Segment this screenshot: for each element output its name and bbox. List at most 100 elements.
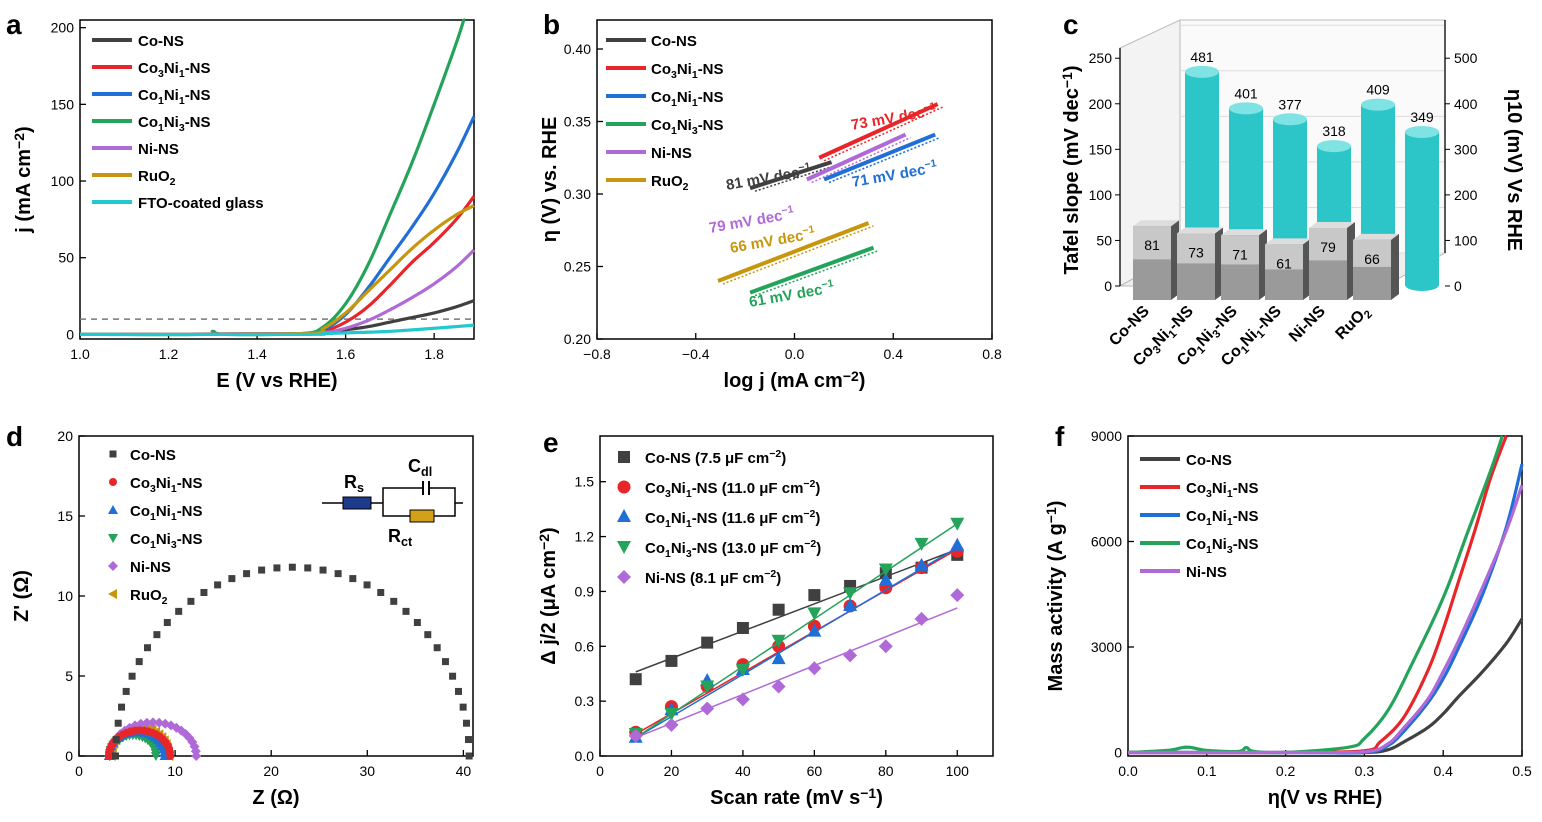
y-tick-label: 150 (1089, 141, 1113, 157)
data-marker (465, 752, 473, 760)
data-marker (135, 718, 146, 729)
data-marker (878, 572, 893, 586)
y2-tick-label: 200 (1454, 187, 1478, 203)
legend-entry: Co3Ni1-NS (1186, 480, 1259, 500)
bar-value-label: 401 (1234, 85, 1258, 101)
y-tick-label: 50 (1096, 232, 1112, 248)
box-front-highlight (1177, 233, 1215, 264)
data-marker (166, 752, 175, 760)
y-tick-label: 250 (1089, 50, 1113, 66)
x-axis-label: log j (mA cm−2) (724, 368, 866, 392)
box-bar (1309, 222, 1355, 300)
y-tick-label: 10 (57, 588, 73, 604)
series-line (1127, 484, 1524, 755)
bar-value-label: 409 (1366, 82, 1390, 98)
y-tick-label: 9000 (1091, 428, 1122, 444)
series-line (79, 248, 476, 336)
y-tick-label: 0.35 (564, 114, 591, 130)
box-side (1391, 233, 1399, 300)
data-line (818, 102, 939, 160)
x-tick-label: 0.5 (1512, 763, 1532, 779)
y-tick-label: 0.30 (564, 186, 591, 202)
data-marker (454, 687, 462, 695)
data-line (749, 160, 833, 191)
category-label: Co-NS (1106, 303, 1153, 350)
x-tick-label: 0 (596, 763, 604, 779)
x-tick-label: 1.8 (424, 346, 444, 362)
x-tick-label: 20 (263, 763, 279, 779)
series-line (79, 195, 476, 336)
data-marker (304, 564, 312, 572)
box-top (1265, 238, 1311, 245)
data-line (717, 221, 870, 283)
data-marker (108, 505, 118, 514)
data-marker (175, 607, 183, 615)
data-marker (664, 717, 679, 732)
fit-line (823, 106, 943, 162)
data-marker (187, 597, 195, 605)
panel-letter-a: a (6, 9, 22, 40)
legend-entry: Ni-NS (1186, 564, 1227, 581)
data-marker (108, 534, 118, 543)
legend-entry: Ni-NS (8.1 μF cm−2) (645, 568, 781, 587)
cylinder-top (1185, 65, 1219, 78)
bar-value-label: 61 (1276, 255, 1292, 271)
data-marker (109, 478, 117, 486)
data-marker (402, 607, 410, 615)
legend-entry: Co-NS (651, 33, 697, 50)
data-line (806, 132, 907, 182)
y-tick-label: 3000 (1091, 639, 1122, 655)
legend-entry: Ni-NS (130, 559, 171, 576)
legend-entry: Co1Ni3-NS (138, 114, 211, 134)
x-tick-label: 0.3 (1355, 763, 1375, 779)
data-marker (914, 537, 929, 551)
circuit-label-cdl: Cdl (408, 456, 432, 479)
x-tick-label: 1.4 (247, 346, 267, 362)
data-marker (807, 623, 822, 637)
x-tick-label: −0.8 (583, 346, 611, 362)
y-tick-label: 100 (51, 173, 75, 189)
legend-entry: Co1Ni1-NS (138, 87, 211, 107)
legend-entry: Ni-NS (651, 145, 692, 162)
slope-annotation: 81 mV dec−1 (724, 160, 812, 194)
data-marker (228, 575, 236, 583)
box-bar (1265, 238, 1311, 300)
box-front-highlight (1265, 244, 1303, 270)
fit-line (635, 548, 958, 735)
legend-entry: RuO2 (130, 587, 168, 607)
y-tick-label: 0.20 (564, 331, 591, 347)
y2-tick-label: 300 (1454, 141, 1478, 157)
bar-value-label: 79 (1320, 239, 1336, 255)
panel-letter-f: f (1055, 421, 1065, 452)
data-marker (143, 644, 151, 652)
y-tick-label: 150 (51, 96, 75, 112)
x-tick-label: 30 (360, 763, 376, 779)
data-marker (462, 719, 470, 727)
x-tick-label: 0.0 (785, 346, 805, 362)
data-marker (700, 701, 715, 716)
y-tick-label: 0 (65, 748, 73, 764)
x-tick-label: 1.0 (70, 346, 90, 362)
x-tick-label: 10 (167, 763, 183, 779)
data-marker (154, 717, 165, 728)
bar-value-label: 71 (1232, 246, 1248, 262)
legend-entry: Ni-NS (138, 141, 179, 158)
y2-tick-label: 500 (1454, 50, 1478, 66)
data-marker (665, 654, 678, 667)
data-marker (363, 581, 371, 589)
y-tick-label: 20 (57, 428, 73, 444)
cylinder-top (1361, 98, 1395, 111)
box-bar (1221, 229, 1267, 300)
series-line (79, 18, 467, 337)
wire (382, 503, 410, 517)
y-tick-label: 0.6 (575, 638, 595, 654)
legend-entry: RuO2 (651, 173, 689, 193)
x-tick-label: −0.4 (682, 346, 710, 362)
box-top (1177, 227, 1223, 234)
y-axis-label: Mass activity (A g−1) (1043, 501, 1067, 692)
x-axis-label: Scan rate (mV s−1) (710, 785, 883, 809)
data-marker (807, 661, 822, 676)
legend-entry: Co1Ni1-NS (1186, 508, 1259, 528)
y-tick-label: 1.2 (575, 529, 595, 545)
data-marker (112, 736, 120, 744)
